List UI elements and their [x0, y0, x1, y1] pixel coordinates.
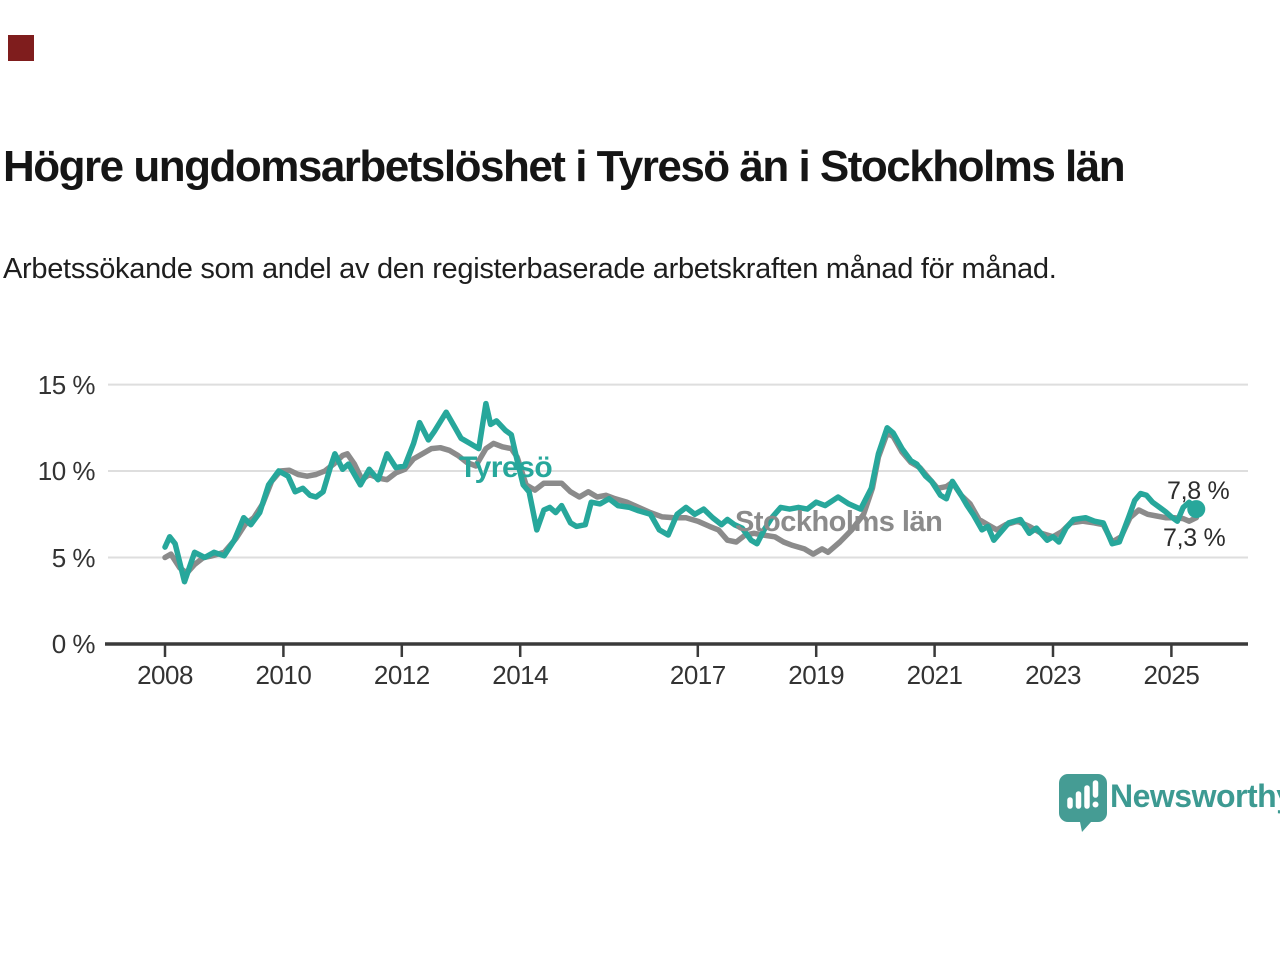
series-label-stockholms-lan: Stockholms län — [735, 506, 943, 538]
end-value-label-tyreso: 7,8 % — [1167, 477, 1230, 505]
y-axis-tick-label: 15 % — [37, 369, 96, 400]
y-axis-tick-label: 5 % — [51, 542, 96, 573]
end-value-label-stockholms-lan: 7,3 % — [1163, 524, 1226, 552]
line-chart-plot-area — [105, 383, 1248, 657]
x-axis-tick-label: 2010 — [255, 660, 312, 690]
y-axis-tick-label: 0 % — [51, 629, 96, 659]
chart-subtitle: Arbetssökande som andel av den registerb… — [3, 253, 1057, 285]
x-axis-tick-label: 2019 — [788, 660, 845, 690]
x-axis-tick-label: 2012 — [373, 660, 430, 690]
x-axis-tick-label: 2008 — [137, 660, 193, 690]
series-end-dot — [1187, 500, 1206, 519]
newsworthy-logo-text: Newsworthy — [1110, 778, 1280, 814]
x-axis-tick-label: 2014 — [492, 660, 549, 690]
x-axis-tick-label: 2017 — [669, 660, 726, 690]
series-label-tyreso: Tyresö — [459, 451, 553, 484]
red-square-marker — [8, 35, 34, 61]
series-line-stockholms-lan — [162, 430, 1200, 576]
newsworthy-logo: Newsworthy — [1058, 773, 1280, 833]
x-axis-tick-label: 2025 — [1143, 660, 1200, 690]
bar-chart-speech-bubble-icon — [1059, 774, 1107, 832]
x-axis-tick-label: 2021 — [906, 660, 963, 690]
y-axis-tick-label: 10 % — [37, 456, 96, 487]
series-line-tyreso — [162, 400, 1200, 585]
x-axis-tick-label: 2023 — [1025, 660, 1081, 690]
chart-title: Högre ungdomsarbetslöshet i Tyresö än i … — [3, 142, 1126, 191]
